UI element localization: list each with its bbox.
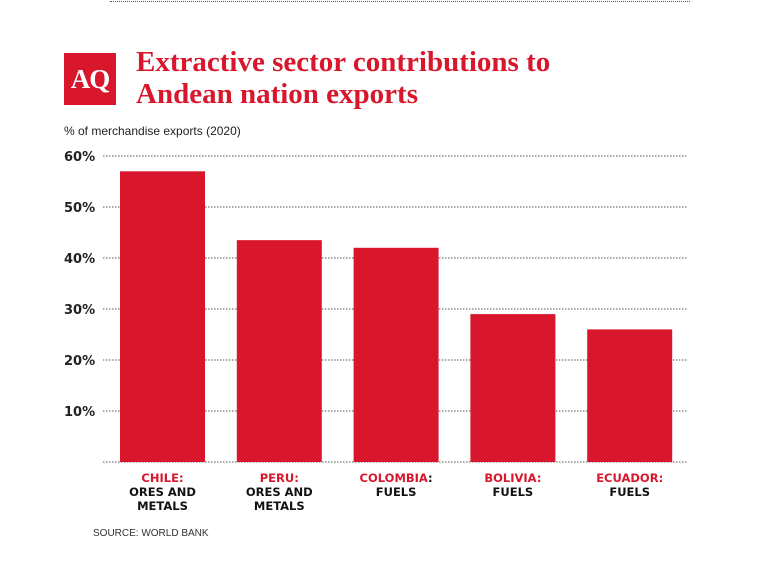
sector-label: FUELS	[492, 485, 534, 499]
y-tick-label: 60%	[64, 150, 95, 165]
x-category-label: COLOMBIA: FUELS	[341, 471, 451, 499]
sector-label: ORES AND METALS	[245, 485, 313, 513]
y-tick-label: 40%	[64, 252, 95, 267]
x-category-label: ECUADOR: FUELS	[575, 471, 685, 499]
x-category-label: PERU: ORES AND METALS	[224, 471, 334, 513]
label-separator: :	[536, 471, 542, 485]
label-separator: :	[178, 471, 184, 485]
label-separator: :	[658, 471, 664, 485]
bar-chile	[120, 171, 205, 463]
country-label: ECUADOR	[596, 471, 659, 485]
label-separator: :	[428, 471, 433, 485]
y-tick-label: 50%	[64, 201, 95, 216]
bar-colombia	[353, 247, 439, 462]
sector-label: ORES AND METALS	[129, 485, 196, 513]
country-label: CHILE	[141, 471, 179, 485]
x-category-label: BOLIVIA: FUELS	[458, 471, 568, 499]
top-divider	[110, 1, 690, 2]
y-tick-label: 10%	[64, 405, 95, 420]
y-tick-label: 20%	[64, 354, 95, 369]
aq-logo: AQ	[64, 53, 116, 105]
source-note: SOURCE: WORLD BANK	[93, 528, 209, 539]
logo-text: AQ	[70, 63, 110, 94]
y-axis-label: % of merchandise exports (2020)	[64, 124, 241, 138]
chart-title: Extractive sector contributions to Andea…	[136, 46, 551, 110]
bar-bolivia	[470, 314, 556, 462]
y-tick-label: 30%	[64, 303, 95, 318]
label-separator: :	[294, 471, 299, 485]
country-label: COLOMBIA	[359, 471, 429, 485]
sector-label: FUELS	[609, 485, 651, 499]
bar-ecuador	[587, 329, 673, 462]
country-label: BOLIVIA	[484, 471, 537, 485]
country-label: PERU	[259, 471, 295, 485]
x-category-label: CHILE: ORES AND METALS	[108, 471, 218, 513]
bar-peru	[236, 240, 322, 462]
sector-label: FUELS	[375, 485, 417, 499]
